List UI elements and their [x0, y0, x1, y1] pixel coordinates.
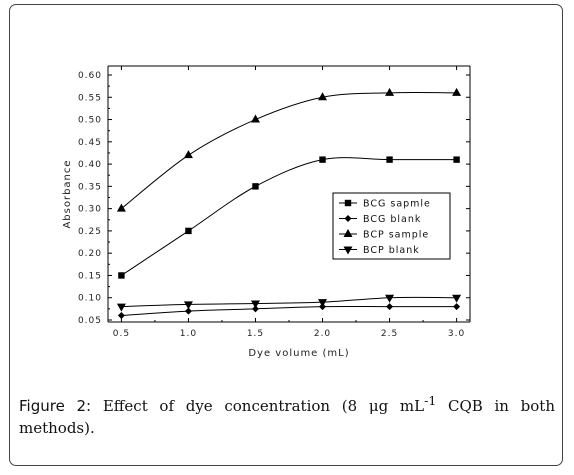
data-point — [250, 114, 260, 123]
y-tick-label: 0.10 — [78, 294, 102, 304]
data-point — [251, 305, 259, 313]
data-point — [252, 183, 259, 190]
data-point — [250, 300, 260, 309]
legend-marker — [344, 215, 352, 222]
axes: 0.050.100.150.200.250.300.350.400.450.50… — [62, 65, 471, 359]
legend-marker — [343, 229, 353, 237]
data-point — [386, 156, 393, 163]
data-point — [453, 156, 460, 163]
y-tick-label: 0.60 — [78, 71, 102, 81]
caption-superscript: -1 — [424, 393, 437, 408]
x-tick-label: 1.0 — [180, 329, 197, 339]
y-axis-title: Absorbance — [62, 159, 73, 228]
data-point — [318, 92, 328, 101]
series-line — [121, 296, 457, 308]
legend-marker — [344, 199, 352, 207]
x-tick-label: 0.5 — [113, 329, 130, 339]
caption-label: Figure 2: — [19, 397, 92, 415]
x-tick-label: 3.0 — [448, 329, 465, 339]
data-point — [319, 156, 326, 163]
data-point — [452, 87, 462, 96]
y-tick-label: 0.55 — [78, 93, 102, 103]
figure-caption: Figure 2: Effect of dye concentration (8… — [19, 390, 555, 439]
data-point — [183, 150, 193, 159]
data-point — [453, 303, 461, 311]
y-tick-label: 0.35 — [78, 182, 102, 192]
y-tick-label: 0.50 — [78, 116, 102, 126]
data-point — [185, 227, 192, 235]
legend-label: BCG sapmle — [363, 199, 431, 210]
y-tick-label: 0.20 — [78, 249, 102, 259]
x-tick-label: 1.5 — [247, 329, 264, 339]
data-point — [318, 299, 328, 308]
data-point — [116, 303, 126, 312]
data-point — [184, 307, 192, 315]
x-tick-label: 2.5 — [381, 329, 398, 339]
x-tick-label: 2.0 — [314, 329, 331, 339]
figure-frame — [9, 4, 563, 466]
data-point — [117, 312, 125, 320]
y-tick-label: 0.25 — [78, 227, 102, 237]
data-point — [386, 303, 394, 311]
legend-label: BCG blank — [363, 214, 421, 225]
series-lines — [121, 91, 457, 317]
series-markers — [116, 87, 462, 320]
series-line — [121, 157, 457, 276]
legend-box — [332, 192, 451, 260]
y-tick-label: 0.45 — [78, 138, 102, 148]
caption-text-after: CQB in both methods). — [19, 397, 555, 437]
series-line — [121, 305, 457, 317]
data-point — [116, 203, 126, 212]
legend-label: BCP blank — [363, 245, 420, 256]
legend: BCG sapmle BCG blank BCP sample BCP blank — [332, 192, 451, 260]
x-axis-title: Dye volume (mL) — [248, 348, 349, 359]
y-tick-label: 0.40 — [78, 160, 102, 170]
data-point — [118, 272, 125, 279]
legend-label: BCP sample — [363, 230, 429, 241]
line-chart: 0.050.100.150.200.250.300.350.400.450.50… — [62, 65, 471, 359]
y-tick-label: 0.30 — [78, 205, 102, 215]
data-point — [452, 294, 462, 303]
y-tick-label: 0.15 — [78, 271, 102, 281]
data-point — [385, 294, 395, 303]
caption-text-before: Effect of dye concentration (8 μg mL — [91, 397, 425, 415]
legend-marker — [343, 246, 353, 255]
series-line — [121, 91, 457, 210]
y-tick-label: 0.05 — [78, 316, 102, 326]
data-point — [183, 301, 193, 310]
data-point — [385, 87, 395, 96]
